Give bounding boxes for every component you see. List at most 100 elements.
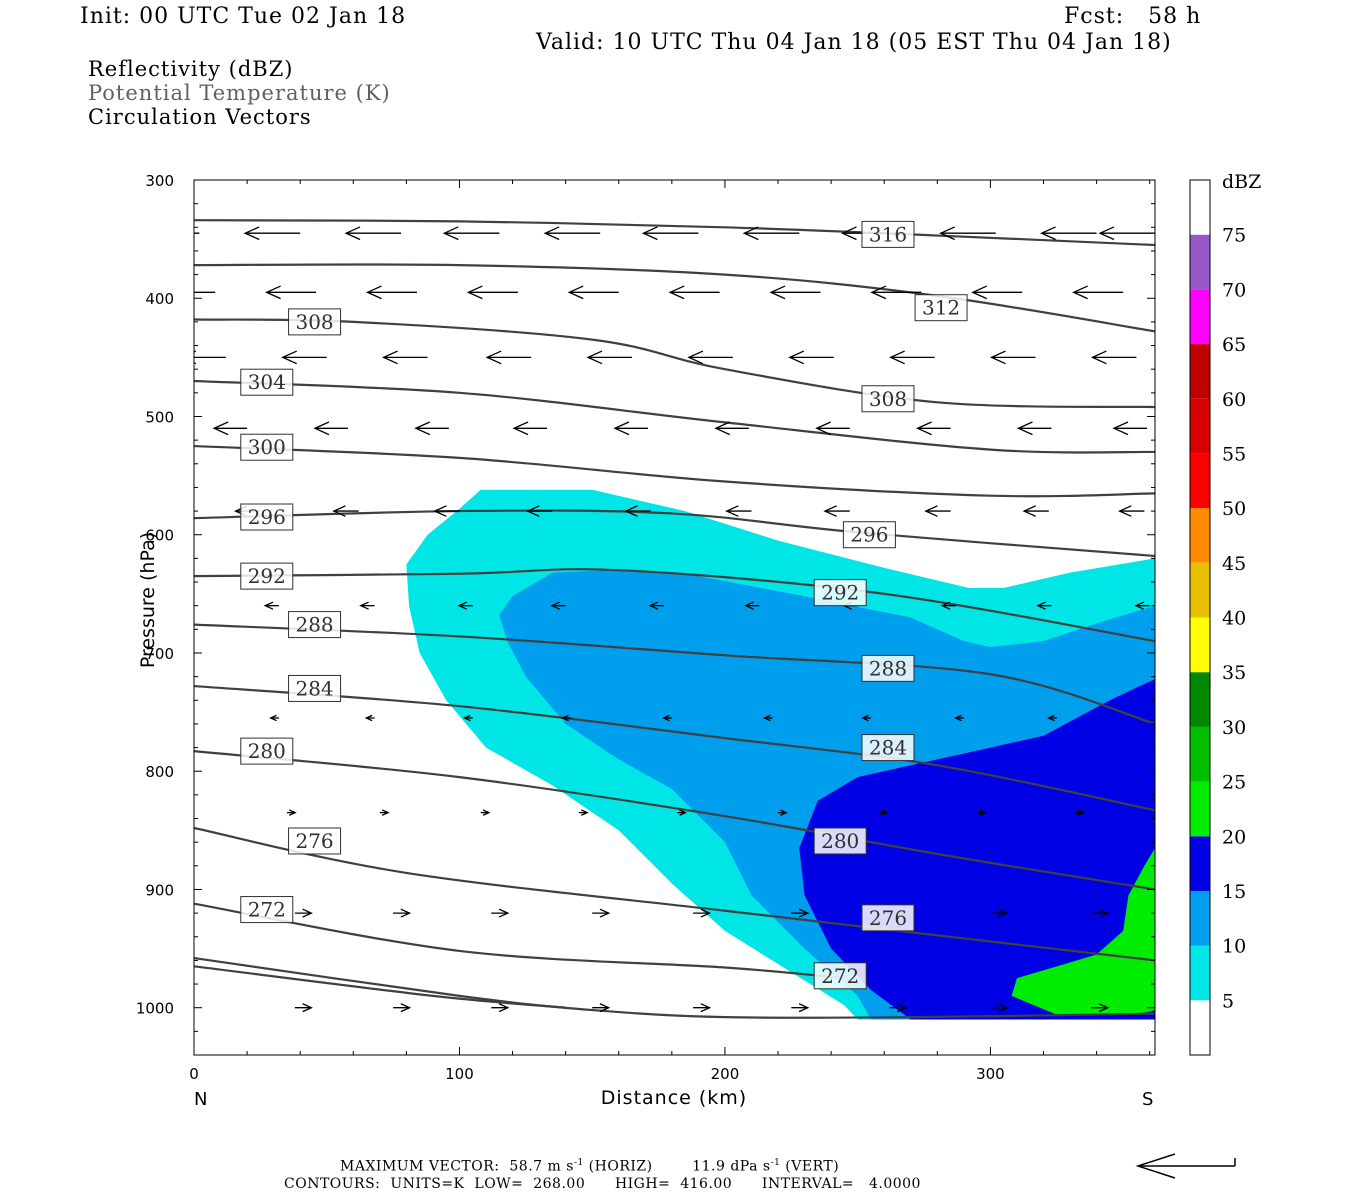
vector-head [462,714,471,722]
vector-head [400,908,412,918]
vector-head [1016,421,1033,436]
vector-head [881,809,889,816]
colorbar-swatch [1190,398,1210,454]
colorbar-tick-label: 35 [1222,662,1246,684]
circulation-vector [466,285,518,300]
vector-head [365,285,382,300]
circulation-vector [1118,505,1145,517]
vector-head [1036,601,1046,610]
circulation-vector [313,421,348,436]
vector-head [997,908,1009,918]
vector-head [281,350,298,365]
theta-label-text: 316 [869,222,907,246]
theta-label-296: 296 [842,521,896,549]
theta-label-300: 300 [240,433,294,461]
field-theta-label: Potential Temperature (K) [88,81,391,105]
theta-contour-304 [194,379,1155,454]
circulation-vector [543,226,601,241]
circulation-vector [791,908,810,918]
theta-label-box [914,294,968,322]
circulation-vector [823,505,850,517]
vector-head [482,809,491,816]
vector-head [289,809,297,816]
theta-label-text: 288 [295,613,333,637]
theta-label-296: 296 [240,503,294,531]
colorbar-frame [1189,179,1211,1056]
circulation-vector [990,1003,1009,1013]
vector-head [332,505,346,517]
colorbar-tick-label: 10 [1222,936,1246,958]
theta-label-box [288,674,342,702]
theta-label-276: 276 [861,904,915,932]
circulation-vector [1090,350,1137,365]
y-tick-label: 800 [145,763,174,781]
vector-head [742,226,759,241]
vector-head [466,285,483,300]
theta-contour-308 [194,318,1155,409]
vector-head [212,421,229,436]
field-vectors-label: Circulation Vectors [88,105,312,129]
circulation-vector [990,908,1009,918]
circulation-vector [1098,226,1155,241]
circulation-vector [526,505,553,517]
circulation-vector [725,505,752,517]
colorbar-tick-label: 30 [1222,717,1246,739]
vector-head [457,601,468,610]
circulation-vector [286,809,297,816]
theta-contour-280 [194,750,1155,891]
circulation-vector [939,226,996,241]
theta-label-text: 304 [248,370,286,394]
circulation-vector [592,908,611,918]
circulation-vector [364,714,375,722]
vector-head [1090,350,1107,365]
circulation-vector [332,505,359,517]
theta-label-text: 288 [869,656,907,680]
theta-label-284: 284 [288,674,342,702]
vector-head [700,1003,712,1013]
vector-head [714,421,731,436]
vector-head [1046,714,1055,722]
colorbar-swatch [1190,672,1210,727]
circulation-vector [641,226,699,241]
x-tick-label: 200 [711,1065,740,1083]
theta-label-box [813,827,867,855]
circulation-vector [924,505,951,517]
circulation-vector [1016,421,1052,436]
vector-head [498,1003,510,1013]
theta-label-312: 312 [914,294,968,322]
theta-label-box [240,562,294,590]
circulation-vector [870,285,922,300]
vector-head [1072,285,1088,300]
circulation-vector [889,1003,908,1013]
circulation-vector [393,908,412,918]
circulation-vector [379,809,390,816]
circulation-vector [878,809,889,816]
colorbar-tick-label: 55 [1222,443,1246,465]
circulation-vector [742,226,800,241]
circulation-vector [592,1003,611,1013]
colorbar-swatch [1190,453,1210,509]
theta-label-288: 288 [288,611,342,639]
theta-label-304: 304 [240,368,294,396]
theta-label-272: 272 [240,896,294,924]
vector-head [442,226,459,241]
circulation-vector [491,1003,510,1013]
theta-label-text: 284 [869,736,907,760]
vector-head [662,714,670,722]
circulation-vector [744,601,760,610]
circulation-vector [788,350,834,365]
circulation-vector [365,285,417,300]
y-tick-label: 400 [145,290,174,308]
vector-head [543,226,560,241]
vector-head [989,350,1006,365]
circulation-vector [491,908,510,918]
theta-label-text: 308 [295,310,333,334]
colorbar-swatch [1190,180,1210,235]
theta-label-text: 292 [248,564,286,588]
theta-label-text: 312 [922,296,960,320]
theta-label-box [861,385,915,413]
theta-label-text: 296 [248,505,286,529]
vector-head [798,1003,810,1013]
vector-head [840,226,857,241]
circulation-vector [662,714,672,722]
